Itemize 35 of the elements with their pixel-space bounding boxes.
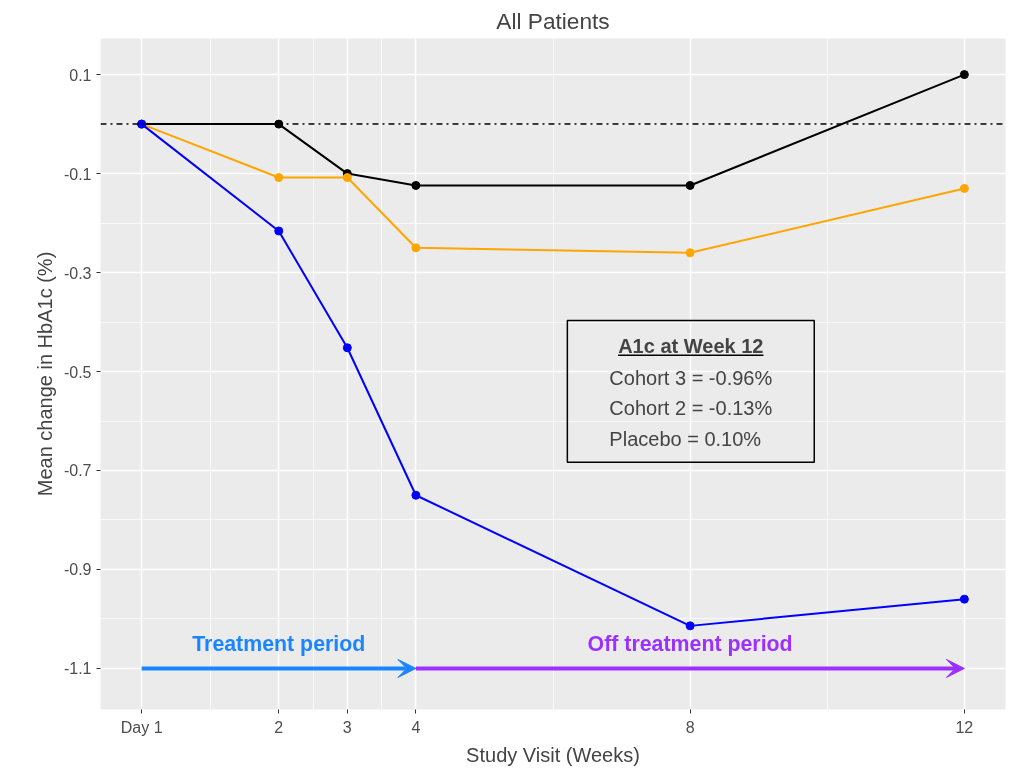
point (342, 343, 352, 353)
point (959, 594, 969, 604)
point (274, 226, 284, 236)
x-tick-label: 3 (342, 718, 352, 736)
y-tick-label: -1.1 (63, 660, 92, 678)
point (274, 173, 284, 183)
y-tick-label: 0.1 (69, 66, 92, 84)
annotation: A1c at Week 12 (618, 334, 764, 357)
point (685, 248, 695, 258)
point (685, 180, 695, 190)
y-tick-label: -0.9 (63, 561, 92, 579)
x-tick-label: 2 (274, 718, 284, 736)
y-tick-label: -0.1 (63, 165, 92, 183)
point (411, 490, 421, 500)
annotation: Placebo = 0.10% (609, 428, 762, 451)
point (959, 183, 969, 193)
y-tick-label: -0.3 (63, 264, 92, 282)
annotation: Off treatment period (587, 632, 793, 657)
point (342, 173, 352, 183)
y-tick-label: -0.5 (63, 363, 92, 381)
annotation: Cohort 2 = -0.13% (609, 397, 773, 420)
x-tick-label: 4 (411, 718, 421, 736)
x-tick-label: 12 (955, 718, 974, 736)
x-tick-label: 8 (685, 718, 695, 736)
x-axis-title: Study Visit (Weeks) (466, 743, 640, 766)
x-tick-label: Day 1 (120, 718, 163, 736)
point (411, 243, 421, 253)
annotation: Cohort 3 = -0.96% (609, 366, 773, 389)
y-tick-label: -0.7 (63, 462, 92, 480)
chart-title: All Patients (496, 7, 610, 34)
point (685, 621, 695, 631)
y-axis-title: Mean change in HbA1c (%) (33, 251, 56, 497)
point (411, 180, 421, 190)
annotation: Treatment period (192, 632, 366, 657)
point (959, 70, 969, 80)
